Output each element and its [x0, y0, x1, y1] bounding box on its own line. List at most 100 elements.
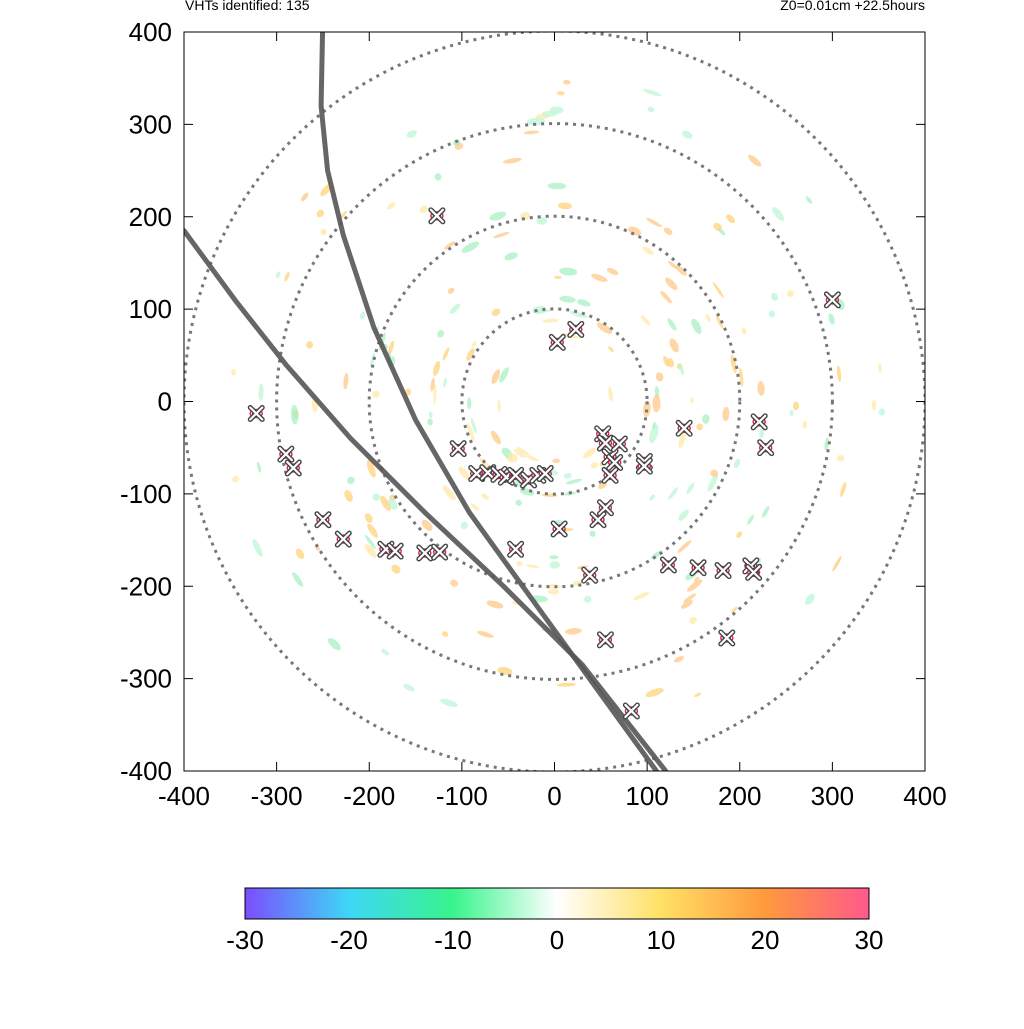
field-blob — [707, 473, 718, 492]
field-blob — [491, 430, 501, 445]
field-blob — [564, 628, 582, 635]
field-blob — [768, 310, 776, 318]
field-blob — [433, 384, 437, 405]
field-blob — [584, 595, 592, 603]
field-blob — [705, 314, 711, 322]
field-blob — [470, 417, 477, 434]
vht-marker — [659, 556, 677, 574]
range-ring — [460, 307, 649, 496]
field-blob — [466, 422, 475, 442]
colorbar-tick-label: 30 — [855, 925, 884, 955]
field-blob — [444, 241, 456, 250]
vht-marker — [606, 453, 624, 471]
field-blob — [674, 656, 684, 663]
vht-marker — [596, 434, 614, 452]
field-blob — [669, 338, 679, 353]
field-blob — [437, 330, 445, 338]
field-blob — [678, 509, 689, 521]
field-blob — [741, 327, 747, 335]
vht-marker — [757, 439, 775, 457]
field-blob — [878, 408, 886, 416]
field-blob — [652, 394, 661, 413]
field-blob — [372, 390, 380, 398]
field-blob — [757, 381, 765, 396]
range-ring — [275, 122, 834, 681]
colorbar-tick-label: 20 — [751, 925, 780, 955]
field-blob — [516, 561, 523, 567]
field-blob — [477, 630, 494, 638]
field-blob — [405, 388, 412, 396]
field-blob — [381, 649, 390, 656]
field-blob — [300, 192, 309, 202]
vht-marker — [601, 466, 619, 484]
field-blob — [663, 355, 670, 367]
field-blob — [730, 354, 737, 373]
field-blob — [802, 420, 808, 429]
field-blob — [690, 397, 694, 404]
field-blob — [520, 211, 531, 221]
field-blob — [608, 346, 614, 353]
field-blob — [470, 503, 480, 511]
field-blob — [734, 458, 741, 469]
field-blob — [442, 631, 449, 637]
y-tick-label: 400 — [129, 17, 172, 47]
field-blob — [516, 446, 530, 456]
field-blob — [649, 424, 659, 444]
colorbar-tick-label: 10 — [647, 925, 676, 955]
field-blob — [563, 79, 571, 85]
field-blob — [443, 377, 447, 388]
field-blob — [256, 461, 262, 473]
x-tick-label: -400 — [158, 781, 210, 811]
field-blob — [380, 495, 391, 511]
field-blob — [316, 209, 324, 218]
field-blob — [306, 341, 314, 349]
field-blob — [675, 265, 687, 276]
storm-tracks — [184, 32, 669, 771]
field-blob — [442, 485, 456, 501]
field-blob — [428, 411, 433, 419]
vht-marker — [548, 333, 566, 351]
plot-frame — [183, 31, 926, 772]
vht-marker — [507, 540, 525, 558]
field-blob — [747, 514, 754, 525]
vht-marker — [718, 629, 736, 647]
range-rings — [184, 32, 925, 771]
field-blob — [419, 205, 428, 214]
field-blob — [364, 543, 377, 558]
field-blob — [549, 561, 560, 569]
field-blob — [591, 273, 608, 282]
field-blob — [878, 363, 882, 373]
field-blob — [442, 347, 450, 361]
field-blob — [232, 476, 240, 483]
field-blob — [503, 157, 522, 164]
field-blob — [824, 437, 830, 451]
vht-marker — [823, 291, 841, 309]
vht-marker — [334, 530, 352, 548]
x-tick-label: 0 — [547, 781, 561, 811]
vht-marker — [416, 544, 434, 562]
field-blob — [388, 498, 398, 510]
field-blob — [646, 217, 662, 228]
colorbar-tick-label: -20 — [330, 925, 368, 955]
field-blob — [702, 414, 710, 424]
colorbar-gradient — [244, 887, 870, 920]
field-blob — [840, 482, 847, 497]
field-blob — [633, 591, 650, 601]
field-blob — [722, 406, 730, 422]
y-tick-label: 200 — [129, 202, 172, 232]
field-blob — [759, 427, 765, 439]
field-blob — [515, 499, 522, 506]
colorbar-tick-label: -30 — [226, 925, 264, 955]
field-blob — [655, 372, 664, 382]
field-blob — [590, 462, 598, 469]
field-blob — [525, 455, 539, 462]
vht-marker — [431, 543, 449, 561]
field-blob — [736, 531, 743, 538]
field-blob — [712, 281, 724, 299]
field-blob — [231, 369, 237, 376]
field-blob — [486, 600, 504, 609]
field-blob — [471, 341, 477, 348]
vht-marker — [745, 563, 763, 581]
field-blob — [364, 534, 376, 550]
vht-marker — [428, 207, 446, 225]
